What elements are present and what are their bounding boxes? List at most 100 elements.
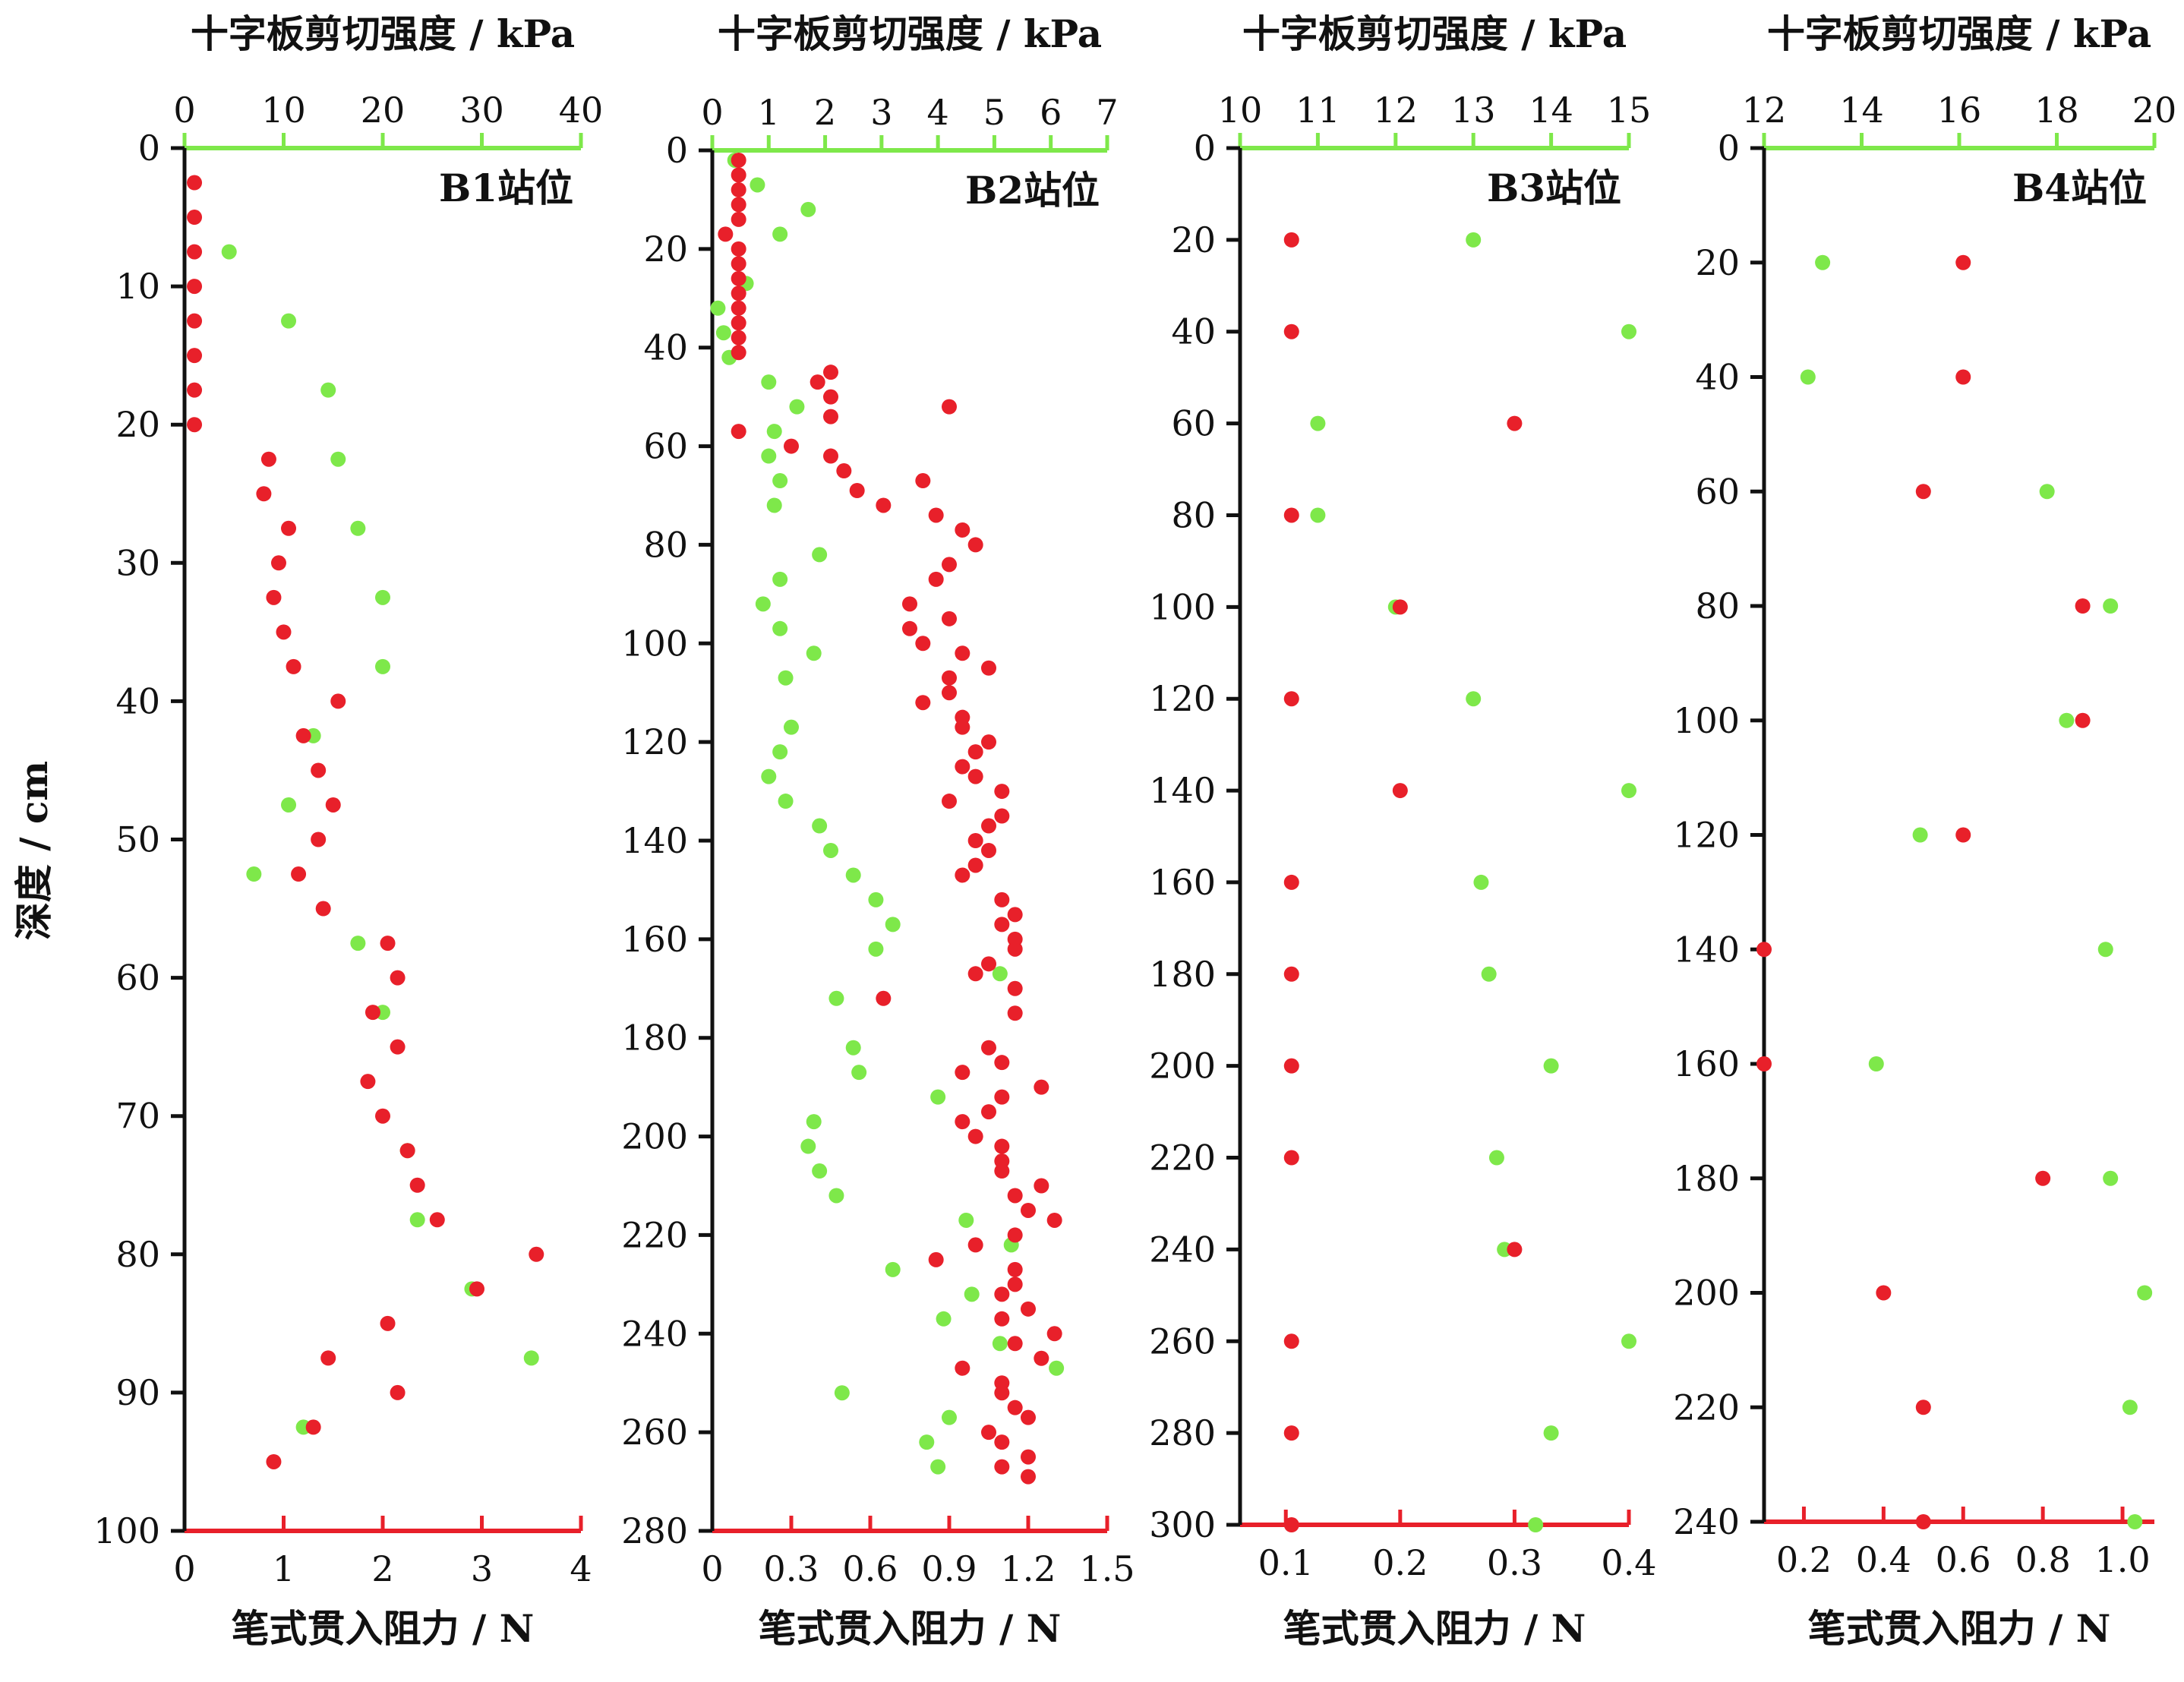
vane-shear-point bbox=[772, 620, 788, 636]
bottom-axis-title: 笔式贯入阻力 / N bbox=[1808, 1606, 2111, 1651]
left-tick-label: 100 bbox=[93, 1510, 160, 1551]
pen-penetration-point bbox=[365, 1005, 380, 1021]
vane-shear-point bbox=[1815, 254, 1831, 270]
vane-shear-point bbox=[221, 244, 237, 260]
vane-shear-point bbox=[320, 382, 336, 398]
pen-penetration-point bbox=[981, 1040, 996, 1056]
pen-penetration-point bbox=[955, 759, 970, 775]
pen-penetration-point bbox=[955, 522, 970, 538]
left-tick-label: 180 bbox=[1149, 954, 1216, 995]
pen-penetration-point bbox=[380, 936, 396, 951]
left-tick-label: 40 bbox=[1171, 311, 1216, 352]
pen-penetration-point bbox=[994, 891, 1010, 907]
pen-penetration-point bbox=[981, 842, 996, 858]
top-tick-label: 2 bbox=[814, 92, 836, 133]
bottom-tick-label: 0.4 bbox=[1856, 1539, 1911, 1580]
vane-shear-point bbox=[834, 1385, 850, 1401]
station-label: B1站位 bbox=[439, 166, 573, 210]
pen-penetration-point bbox=[1007, 941, 1023, 957]
pen-penetration-point bbox=[994, 1311, 1010, 1327]
pen-penetration-point bbox=[1955, 827, 1971, 843]
pen-penetration-point bbox=[955, 867, 970, 883]
pen-penetration-point bbox=[810, 374, 825, 390]
top-tick-label: 10 bbox=[261, 90, 306, 131]
pen-penetration-point bbox=[731, 181, 746, 197]
station-label: B3站位 bbox=[1487, 166, 1621, 210]
vane-shear-point bbox=[772, 744, 788, 760]
left-tick-label: 160 bbox=[1149, 862, 1216, 903]
pen-penetration-point bbox=[967, 857, 983, 873]
left-tick-label: 300 bbox=[1149, 1504, 1216, 1545]
pen-penetration-point bbox=[380, 1315, 396, 1331]
vane-shear-point bbox=[2097, 942, 2113, 958]
top-axis-title: 十字板剪切强度 / kPa bbox=[191, 11, 575, 56]
pen-penetration-point bbox=[994, 1385, 1010, 1401]
pen-penetration-point bbox=[1007, 980, 1023, 996]
vane-shear-point bbox=[812, 547, 828, 563]
pen-penetration-point bbox=[1283, 1333, 1299, 1349]
vane-shear-point bbox=[281, 797, 297, 813]
pen-penetration-point bbox=[1034, 1350, 1049, 1366]
vane-shear-point bbox=[1481, 966, 1497, 982]
left-tick-label: 20 bbox=[115, 404, 160, 445]
left-tick-label: 20 bbox=[1171, 219, 1216, 260]
top-tick-label: 7 bbox=[1096, 92, 1118, 133]
pen-penetration-point bbox=[1007, 1227, 1023, 1243]
vane-shear-point bbox=[1621, 783, 1636, 799]
bottom-tick-label: 0.6 bbox=[842, 1548, 898, 1589]
pen-penetration-point bbox=[955, 1114, 970, 1130]
left-tick-label: 0 bbox=[1718, 128, 1740, 169]
pen-penetration-point bbox=[295, 727, 311, 743]
pen-penetration-point bbox=[1021, 1409, 1036, 1425]
vane-shear-point bbox=[2127, 1514, 2143, 1529]
pen-penetration-point bbox=[823, 389, 838, 405]
vane-shear-point bbox=[761, 768, 777, 784]
left-tick-label: 220 bbox=[621, 1214, 688, 1255]
pen-penetration-point bbox=[981, 660, 996, 676]
vane-shear-point bbox=[1473, 874, 1489, 890]
left-tick-label: 80 bbox=[115, 1234, 160, 1275]
pen-penetration-point bbox=[1007, 1276, 1023, 1292]
vane-shear-point bbox=[936, 1311, 952, 1327]
pen-penetration-point bbox=[1955, 254, 1971, 270]
pen-penetration-point bbox=[390, 970, 406, 986]
pen-penetration-point bbox=[731, 330, 746, 346]
pen-penetration-point bbox=[187, 244, 203, 260]
top-tick-label: 12 bbox=[1742, 90, 1787, 131]
pen-penetration-point bbox=[942, 399, 957, 415]
left-tick-label: 0 bbox=[138, 128, 160, 169]
top-tick-label: 13 bbox=[1451, 90, 1496, 131]
pen-penetration-point bbox=[286, 658, 301, 674]
bottom-tick-label: 1.2 bbox=[1000, 1548, 1056, 1589]
top-tick-label: 12 bbox=[1374, 90, 1419, 131]
left-tick-label: 140 bbox=[1149, 770, 1216, 811]
pen-penetration-point bbox=[942, 685, 957, 701]
left-tick-label: 40 bbox=[643, 327, 688, 368]
pen-penetration-point bbox=[915, 636, 931, 652]
pen-penetration-point bbox=[967, 768, 983, 784]
pen-penetration-point bbox=[902, 596, 917, 612]
pen-penetration-point bbox=[529, 1246, 544, 1262]
pen-penetration-point bbox=[1392, 599, 1408, 615]
pen-penetration-point bbox=[967, 1237, 983, 1253]
pen-penetration-point bbox=[955, 1360, 970, 1376]
bottom-tick-label: 0.6 bbox=[1936, 1539, 1991, 1580]
pen-penetration-point bbox=[876, 497, 892, 513]
left-tick-label: 60 bbox=[1171, 403, 1216, 444]
pen-penetration-point bbox=[981, 1425, 996, 1441]
vane-shear-point bbox=[750, 177, 765, 193]
left-tick-label: 120 bbox=[621, 721, 688, 762]
pen-penetration-point bbox=[260, 451, 276, 467]
pen-penetration-point bbox=[731, 167, 746, 183]
pen-penetration-point bbox=[994, 917, 1010, 933]
left-tick-label: 40 bbox=[115, 680, 160, 721]
left-tick-label: 80 bbox=[1171, 494, 1216, 535]
left-tick-label: 180 bbox=[1673, 1158, 1740, 1199]
bottom-tick-label: 2 bbox=[371, 1548, 393, 1589]
left-tick-label: 80 bbox=[643, 524, 688, 565]
vane-shear-point bbox=[789, 399, 805, 415]
vane-shear-point bbox=[1543, 1425, 1559, 1441]
pen-penetration-point bbox=[731, 300, 746, 316]
top-tick-label: 0 bbox=[701, 92, 723, 133]
pen-penetration-point bbox=[1034, 1079, 1049, 1095]
